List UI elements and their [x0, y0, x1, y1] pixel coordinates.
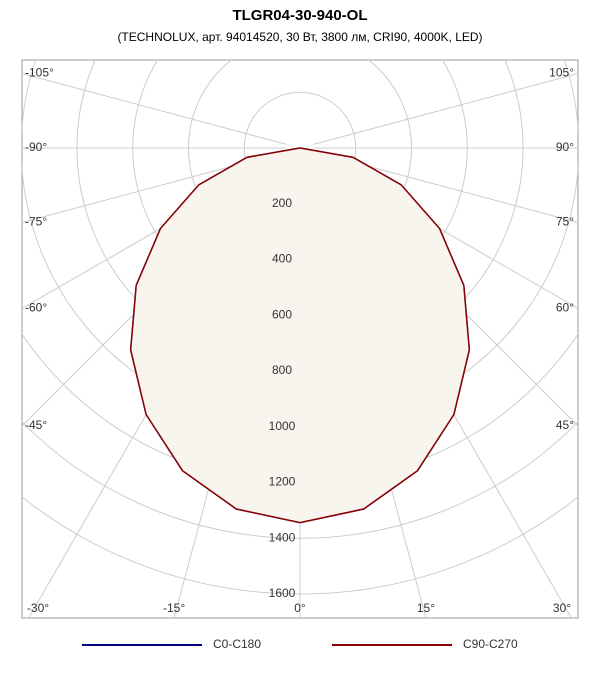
angle-tick-label: 45° — [556, 418, 574, 432]
r-tick-label: 400 — [272, 252, 292, 266]
grid-ray — [22, 73, 287, 145]
curves — [129, 147, 471, 524]
intensity-curve — [129, 147, 471, 524]
labels: -105° -90° -75° -60° -45° -30° -15° 0° 15° 30° 45°… — [25, 66, 574, 615]
grid-ray — [313, 73, 578, 145]
r-tick-label: 1600 — [269, 586, 296, 600]
angle-tick-label: -105° — [25, 66, 54, 80]
r-tick-label: 1200 — [269, 475, 296, 489]
legend: C0-C180 C90-C270 — [82, 637, 518, 651]
r-tick-label: 200 — [272, 196, 292, 210]
r-tick-label: 800 — [272, 363, 292, 377]
chart-title: TLGR04-30-940-OL — [232, 7, 367, 24]
angle-tick-label: -15° — [163, 601, 185, 615]
angle-tick-label: 15° — [417, 601, 435, 615]
angle-tick-label: 0° — [294, 601, 306, 615]
angle-tick-label: -30° — [27, 601, 49, 615]
legend-label: C90-C270 — [463, 637, 518, 651]
angle-tick-label: -75° — [25, 215, 47, 229]
r-tick-label: 600 — [272, 307, 292, 321]
angle-tick-label: -45° — [25, 418, 47, 432]
r-tick-label: 1400 — [269, 530, 296, 544]
angle-tick-label: -60° — [25, 301, 47, 315]
angle-tick-label: -90° — [25, 140, 47, 154]
angle-tick-label: 60° — [556, 301, 574, 315]
angle-tick-label: 105° — [549, 66, 574, 80]
chart-subtitle: (TECHNOLUX, арт. 94014520, 30 Вт, 3800 л… — [117, 30, 482, 44]
angle-tick-label: 75° — [556, 215, 574, 229]
legend-label: C0-C180 — [213, 637, 261, 651]
r-tick-label: 1000 — [269, 419, 296, 433]
angle-tick-label: 90° — [556, 140, 574, 154]
angle-tick-label: 30° — [553, 601, 571, 615]
